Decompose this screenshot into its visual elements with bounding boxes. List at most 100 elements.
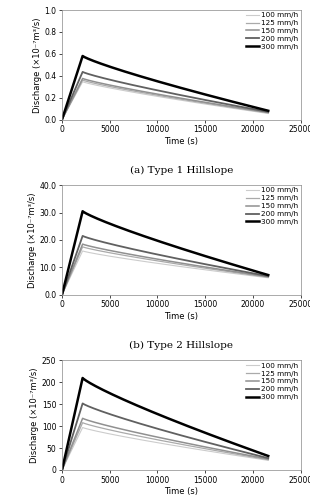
300 mm/h (235, 442, 238, 448)
125 mm/h (193, 98, 197, 104)
Line: 300 mm/h: 300 mm/h (62, 378, 268, 470)
Y-axis label: Discharge (×10⁻⁷m³/s): Discharge (×10⁻⁷m³/s) (30, 368, 39, 463)
300 mm/h (235, 262, 238, 268)
100 mm/h (193, 100, 197, 105)
Line: 150 mm/h: 150 mm/h (62, 78, 268, 120)
125 mm/h (127, 253, 131, 259)
100 mm/h (235, 452, 238, 458)
200 mm/h (263, 108, 266, 114)
150 mm/h (127, 428, 131, 434)
300 mm/h (263, 107, 266, 113)
150 mm/h (193, 262, 197, 268)
300 mm/h (266, 453, 270, 459)
125 mm/h (263, 274, 266, 280)
Text: (b) Type 2 Hillslope: (b) Type 2 Hillslope (129, 341, 233, 350)
300 mm/h (263, 271, 266, 277)
100 mm/h (263, 274, 266, 280)
300 mm/h (235, 100, 238, 105)
Line: 300 mm/h: 300 mm/h (62, 56, 268, 120)
100 mm/h (178, 444, 181, 450)
300 mm/h (178, 420, 181, 426)
Line: 100 mm/h: 100 mm/h (62, 428, 268, 470)
150 mm/h (193, 442, 197, 448)
300 mm/h (127, 70, 131, 76)
200 mm/h (60, 116, 64, 122)
125 mm/h (60, 116, 64, 122)
125 mm/h (178, 441, 181, 447)
150 mm/h (81, 416, 85, 422)
100 mm/h (235, 106, 238, 112)
300 mm/h (60, 467, 64, 473)
150 mm/h (127, 86, 131, 92)
100 mm/h (127, 256, 131, 262)
Line: 200 mm/h: 200 mm/h (62, 236, 268, 295)
200 mm/h (127, 246, 131, 252)
100 mm/h (266, 110, 270, 116)
100 mm/h (81, 248, 85, 254)
125 mm/h (266, 274, 270, 280)
300 mm/h (60, 292, 64, 298)
300 mm/h (266, 272, 270, 278)
150 mm/h (172, 94, 176, 100)
200 mm/h (127, 418, 131, 424)
125 mm/h (60, 292, 64, 298)
300 mm/h (178, 245, 181, 251)
Legend: 100 mm/h, 125 mm/h, 150 mm/h, 200 mm/h, 300 mm/h: 100 mm/h, 125 mm/h, 150 mm/h, 200 mm/h, … (245, 12, 299, 51)
125 mm/h (263, 456, 266, 462)
125 mm/h (81, 77, 85, 83)
200 mm/h (266, 455, 270, 461)
Line: 100 mm/h: 100 mm/h (62, 251, 268, 295)
150 mm/h (178, 95, 181, 101)
Line: 200 mm/h: 200 mm/h (62, 404, 268, 470)
125 mm/h (60, 467, 64, 473)
150 mm/h (193, 98, 197, 103)
200 mm/h (172, 430, 176, 436)
200 mm/h (172, 91, 176, 97)
200 mm/h (263, 454, 266, 460)
300 mm/h (81, 53, 85, 59)
150 mm/h (178, 260, 181, 266)
100 mm/h (127, 434, 131, 440)
125 mm/h (172, 440, 176, 446)
125 mm/h (81, 244, 85, 250)
Y-axis label: Discharge (×10⁻⁷m³/s): Discharge (×10⁻⁷m³/s) (33, 17, 42, 112)
300 mm/h (127, 399, 131, 405)
200 mm/h (178, 432, 181, 438)
200 mm/h (235, 447, 238, 453)
300 mm/h (266, 108, 270, 114)
125 mm/h (81, 420, 85, 426)
100 mm/h (178, 97, 181, 103)
X-axis label: Time (s): Time (s) (164, 312, 198, 321)
125 mm/h (172, 260, 176, 266)
125 mm/h (178, 262, 181, 268)
150 mm/h (266, 274, 270, 280)
200 mm/h (178, 92, 181, 98)
Line: 150 mm/h: 150 mm/h (62, 418, 268, 470)
125 mm/h (193, 444, 197, 450)
150 mm/h (172, 259, 176, 265)
200 mm/h (266, 273, 270, 279)
100 mm/h (263, 110, 266, 116)
200 mm/h (81, 400, 85, 406)
125 mm/h (235, 270, 238, 276)
Line: 100 mm/h: 100 mm/h (62, 82, 268, 120)
Y-axis label: Discharge (×10⁻⁷m³/s): Discharge (×10⁻⁷m³/s) (28, 192, 37, 288)
150 mm/h (263, 273, 266, 279)
150 mm/h (178, 439, 181, 445)
100 mm/h (60, 467, 64, 473)
Text: (a) Type 1 Hillslope: (a) Type 1 Hillslope (130, 166, 233, 174)
Line: 200 mm/h: 200 mm/h (62, 72, 268, 120)
100 mm/h (172, 442, 176, 448)
300 mm/h (81, 375, 85, 381)
300 mm/h (178, 84, 181, 90)
125 mm/h (235, 105, 238, 111)
300 mm/h (193, 250, 197, 256)
X-axis label: Time (s): Time (s) (164, 137, 198, 146)
300 mm/h (81, 208, 85, 214)
100 mm/h (266, 275, 270, 281)
300 mm/h (193, 426, 197, 432)
150 mm/h (127, 251, 131, 257)
200 mm/h (60, 292, 64, 298)
150 mm/h (172, 438, 176, 444)
200 mm/h (81, 233, 85, 239)
